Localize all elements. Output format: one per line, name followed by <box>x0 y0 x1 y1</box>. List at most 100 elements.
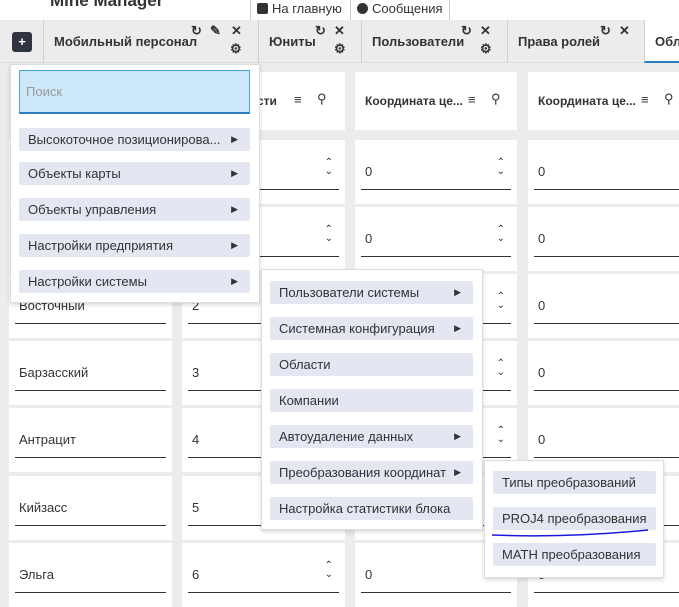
menu-item-label: Настройки предприятия <box>28 238 173 253</box>
column-label: сти <box>257 94 277 108</box>
tab-label: Пользователи <box>372 34 465 49</box>
menu-item-label: Объекты карты <box>28 166 121 181</box>
submenu-arrow-icon: ▶ <box>454 287 461 297</box>
search-placeholder: Поиск <box>26 84 63 99</box>
refresh-icon[interactable]: ↻ <box>191 23 202 38</box>
submenu-arrow-icon: ▶ <box>231 240 238 250</box>
menu-item[interactable]: Пользователи системы ▶ <box>270 281 473 304</box>
home-button[interactable]: На главную <box>250 0 342 20</box>
menu-item[interactable]: Системная конфигурация ▶ <box>270 317 473 340</box>
field-underline <box>361 592 511 593</box>
search-icon[interactable]: ⚲ <box>317 91 327 106</box>
filter-icon[interactable]: ≡ <box>468 92 476 107</box>
tab-role-rights[interactable]: Права ролей ↻ ✕ <box>507 20 644 63</box>
menu-item[interactable]: Объекты управления ▶ <box>19 198 250 221</box>
cell-value: 0 <box>538 432 546 447</box>
stepper-icon[interactable]: ⌃⌄ <box>324 157 333 177</box>
cell-value: 5 <box>192 500 200 515</box>
menu-item-label: MATH преобразования <box>502 547 641 562</box>
table-cell[interactable]: 6 ⌃ ⌄ <box>182 543 345 607</box>
cell-value: 0 <box>538 164 546 179</box>
menu-item-label: Настройка статистики блока <box>279 501 451 516</box>
submenu-arrow-icon: ▶ <box>231 134 238 144</box>
messages-button[interactable]: Сообщения <box>350 0 450 20</box>
stepper-icon[interactable]: ⌃⌄ <box>496 291 505 311</box>
tab-areas[interactable]: Обла <box>644 20 679 63</box>
menu-item[interactable]: Высокоточное позиционирова... ▶ <box>19 128 250 151</box>
menu-item[interactable]: Автоудаление данных ▶ <box>270 425 473 448</box>
column-header: Координата це... ≡ ⚲ <box>528 72 679 130</box>
cell-value: 4 <box>192 432 200 447</box>
filter-icon[interactable]: ≡ <box>641 92 649 107</box>
refresh-icon[interactable]: ↻ <box>315 23 326 38</box>
annotation-underline <box>491 529 649 537</box>
search-icon[interactable]: ⚲ <box>491 91 501 106</box>
gear-icon[interactable]: ⚙ <box>480 41 492 56</box>
menu-item[interactable]: Компании <box>270 389 473 412</box>
column-header: Координата це... ≡ ⚲ <box>355 72 517 130</box>
menu-item[interactable]: Объекты карты ▶ <box>19 162 250 185</box>
gear-icon[interactable]: ⚙ <box>334 41 346 56</box>
menu-item[interactable]: Преобразования координат ▶ <box>270 461 473 484</box>
field-underline <box>188 189 339 190</box>
edit-icon[interactable]: ✎ <box>210 23 221 38</box>
table-cell[interactable]: 0 <box>528 341 679 405</box>
close-icon[interactable]: ✕ <box>480 23 491 38</box>
menu-item[interactable]: Настройка статистики блока <box>270 497 473 520</box>
menu-item[interactable]: Области <box>270 353 473 376</box>
menu-item[interactable]: Типы преобразований <box>493 471 656 494</box>
field-underline <box>188 592 339 593</box>
close-icon[interactable]: ✕ <box>619 23 630 38</box>
field-underline <box>15 323 166 324</box>
table-cell[interactable]: 0 ⌃⌄ <box>355 140 517 204</box>
tab-mobile-staff[interactable]: Мобильный персонал ↻ ✎ ✕ ⚙ <box>43 20 258 63</box>
refresh-icon[interactable]: ↻ <box>461 23 472 38</box>
filter-icon[interactable]: ≡ <box>294 92 302 107</box>
table-cell[interactable]: 0 ⌃⌄ <box>355 207 517 271</box>
menu-item-label: Автоудаление данных <box>279 429 414 444</box>
submenu-arrow-icon: ▶ <box>231 204 238 214</box>
field-underline <box>534 390 679 391</box>
menu-item[interactable]: Настройки предприятия ▶ <box>19 234 250 257</box>
add-tab-button[interactable]: + <box>12 32 32 52</box>
menu-item-label: PROJ4 преобразования <box>502 511 647 526</box>
table-cell[interactable]: Антрацит <box>9 408 172 472</box>
field-underline <box>361 256 511 257</box>
field-underline <box>534 457 679 458</box>
field-underline <box>534 256 679 257</box>
stepper-icon[interactable]: ⌃⌄ <box>496 358 505 378</box>
top-bar: Mine Manager На главную Сообщения <box>0 0 679 20</box>
close-icon[interactable]: ✕ <box>334 23 345 38</box>
chat-icon <box>357 2 368 14</box>
table-cell[interactable]: Барзасский <box>9 341 172 405</box>
tab-label: Мобильный персонал <box>54 34 198 49</box>
stepper-icon[interactable]: ⌃⌄ <box>324 224 333 244</box>
stepper-icon[interactable]: ⌃⌄ <box>324 560 333 580</box>
menu-item[interactable]: MATH преобразования <box>493 543 656 566</box>
stepper-icon[interactable]: ⌃⌄ <box>496 224 505 244</box>
menu-item-label: Компании <box>279 393 339 408</box>
table-cell[interactable]: 0 <box>528 140 679 204</box>
messages-label: Сообщения <box>372 0 443 16</box>
menu-item[interactable]: PROJ4 преобразования <box>493 507 656 530</box>
table-cell[interactable]: Кийзасс <box>9 476 172 540</box>
table-cell[interactable]: 0 <box>528 207 679 271</box>
menu-item-label: Преобразования координат <box>279 465 447 480</box>
refresh-icon[interactable]: ↻ <box>600 23 611 38</box>
field-underline <box>534 323 679 324</box>
table-cell[interactable]: 0 <box>528 274 679 338</box>
field-underline <box>15 592 166 593</box>
field-underline <box>15 457 166 458</box>
search-icon[interactable]: ⚲ <box>664 91 674 106</box>
menu-item[interactable]: Настройки системы ▶ <box>19 270 250 293</box>
cell-value: 2 <box>192 298 200 313</box>
stepper-icon[interactable]: ⌃⌄ <box>496 425 505 445</box>
close-icon[interactable]: ✕ <box>231 23 242 38</box>
field-underline <box>15 390 166 391</box>
tab-units[interactable]: Юниты ↻ ✕ ⚙ <box>258 20 361 63</box>
menu-search-input[interactable]: Поиск <box>19 70 250 114</box>
stepper-icon[interactable]: ⌃⌄ <box>496 157 505 177</box>
gear-icon[interactable]: ⚙ <box>230 41 242 56</box>
tab-users[interactable]: Пользователи ↻ ✕ ⚙ <box>361 20 507 63</box>
table-cell[interactable]: Эльга <box>9 543 172 607</box>
